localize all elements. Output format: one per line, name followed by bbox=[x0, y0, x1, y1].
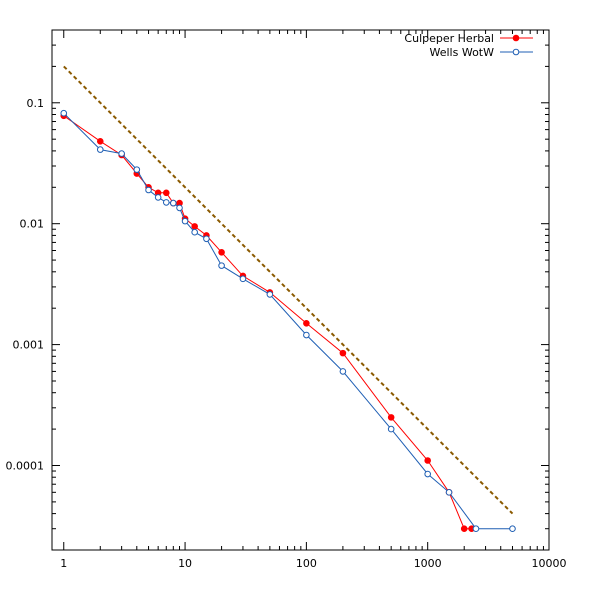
y-tick-label: 0.001 bbox=[13, 339, 45, 352]
data-point bbox=[445, 489, 453, 496]
y-tick-label: 0.0001 bbox=[6, 459, 45, 472]
data-point bbox=[509, 525, 516, 533]
data-point bbox=[387, 425, 395, 433]
legend-label-culpeper: Culpeper Herbal bbox=[404, 32, 494, 45]
data-point bbox=[170, 199, 177, 207]
data-point bbox=[339, 368, 347, 375]
data-point bbox=[218, 262, 225, 269]
data-point bbox=[145, 186, 152, 194]
plot-frame bbox=[51, 29, 550, 551]
data-point bbox=[176, 204, 183, 212]
data-point bbox=[218, 248, 225, 256]
data-point bbox=[118, 150, 125, 157]
data-point bbox=[460, 525, 468, 533]
data-point bbox=[162, 199, 170, 206]
series-line-0 bbox=[63, 115, 472, 530]
data-point bbox=[181, 217, 189, 225]
data-point bbox=[162, 189, 170, 197]
data-point bbox=[339, 349, 347, 357]
series-line-1 bbox=[63, 112, 513, 530]
data-point bbox=[203, 235, 210, 243]
x-tick-label: 10000 bbox=[532, 557, 567, 570]
data-point bbox=[303, 331, 310, 339]
data-point bbox=[96, 138, 104, 145]
y-axis-ticks: 0.1 0.01 0.001 0.0001 bbox=[6, 29, 549, 551]
data-point bbox=[424, 470, 431, 478]
x-tick-label: 100 bbox=[296, 557, 317, 570]
legend: Culpeper Herbal Wells WotW bbox=[404, 32, 533, 59]
y-tick-label: 0.1 bbox=[27, 97, 45, 110]
x-tick-label: 10 bbox=[178, 557, 192, 570]
legend-label-wells: Wells WotW bbox=[430, 46, 495, 59]
data-point bbox=[133, 166, 141, 173]
data-point bbox=[154, 194, 162, 201]
data-point bbox=[472, 525, 480, 533]
x-axis-ticks: 1 10 100 1000 10000 bbox=[60, 30, 567, 570]
x-tick-label: 1 bbox=[60, 557, 67, 570]
data-point bbox=[96, 146, 104, 153]
data-point bbox=[239, 275, 247, 283]
x-tick-label: 1000 bbox=[414, 557, 442, 570]
data-point bbox=[191, 228, 198, 236]
data-point bbox=[303, 320, 310, 327]
series-layer bbox=[60, 65, 516, 533]
data-point bbox=[60, 109, 68, 117]
data-point bbox=[387, 414, 395, 421]
legend-marker-wells bbox=[512, 48, 520, 56]
data-point bbox=[191, 223, 198, 230]
reference-line bbox=[63, 65, 514, 515]
data-point bbox=[266, 291, 274, 298]
data-point bbox=[424, 457, 431, 464]
y-tick-label: 0.01 bbox=[20, 218, 45, 231]
legend-marker-culpeper bbox=[512, 34, 520, 42]
